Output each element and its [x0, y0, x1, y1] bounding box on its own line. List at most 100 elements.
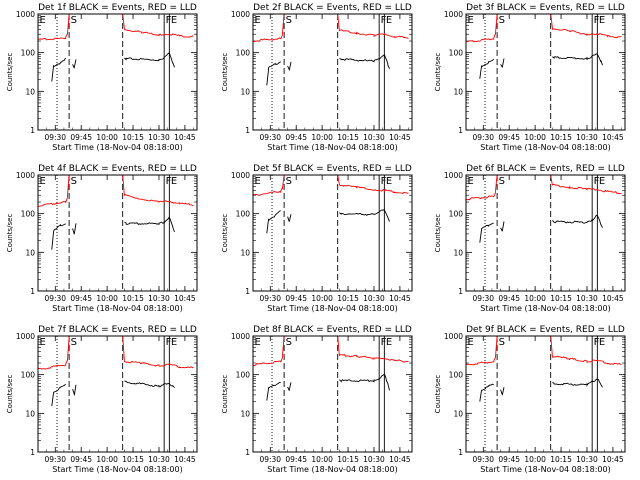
series-line-lld [122, 14, 194, 38]
axes-frame [465, 335, 626, 453]
series-line-events [124, 216, 175, 233]
series-line-events [552, 377, 603, 388]
x-axis-label: Start Time (18-Nov-04 08:18:00) [52, 465, 182, 474]
panel-det-3: Det 3f BLACK = Events, RED = LLD Counts/s… [434, 3, 626, 152]
series-events [266, 373, 390, 401]
axes-frame [465, 174, 626, 292]
x-tick-label: 09:45 [70, 294, 92, 303]
x-tick-label: 10:00 [524, 133, 546, 142]
x-tick-label: 10:00 [96, 294, 118, 303]
series-line-events [552, 53, 603, 66]
series-line-lld [122, 175, 194, 207]
x-tick-label: 10:30 [148, 455, 170, 464]
series-line-lld [253, 175, 285, 196]
x-tick-label: 09:45 [285, 455, 307, 464]
series-line-lld [122, 336, 194, 369]
series-events [479, 53, 603, 79]
series-lld [466, 14, 622, 43]
series-line-events [266, 210, 281, 234]
series-line-lld [38, 175, 70, 207]
y-tick-label: 100 [21, 49, 36, 58]
y-tick-label: 100 [21, 210, 36, 219]
x-tick-label: 10:15 [122, 133, 144, 142]
x-tick-label: 09:30 [44, 133, 66, 142]
marker-label: F [594, 15, 600, 26]
axes-frame [37, 335, 198, 453]
series-events [51, 380, 175, 407]
x-axis-label: Start Time (18-Nov-04 08:18:00) [267, 304, 397, 313]
x-axis-label: Start Time (18-Nov-04 08:18:00) [480, 465, 610, 474]
marker-label: F [166, 15, 172, 26]
panel-title: Det 9f BLACK = Events, RED = LLD [466, 325, 625, 335]
y-tick-label: 100 [236, 371, 251, 380]
marker-label: S [499, 15, 505, 26]
axes-frame [37, 174, 198, 292]
panel-title: Det 1f BLACK = Events, RED = LLD [38, 3, 197, 13]
y-tick-label: 100 [449, 49, 464, 58]
marker-label: E [255, 176, 261, 187]
y-axis-label: Counts/sec [434, 375, 442, 414]
series-line-events [287, 61, 292, 71]
marker-label: S [286, 15, 292, 26]
series-line-events [339, 208, 390, 222]
panel-title: Det 2f BLACK = Events, RED = LLD [253, 3, 412, 13]
series-line-events [51, 57, 67, 82]
marker-label: E [171, 176, 177, 187]
x-tick-label: 10:00 [311, 133, 333, 142]
y-tick-label: 1000 [16, 171, 35, 180]
marker-label: S [71, 15, 77, 26]
series-line-lld [337, 336, 409, 363]
y-tick-label: 1000 [231, 10, 250, 19]
x-axis-label: Start Time (18-Nov-04 08:18:00) [52, 304, 182, 313]
x-tick-label: 10:30 [148, 294, 170, 303]
y-tick-label: 10 [453, 87, 463, 96]
marker-label: E [386, 176, 392, 187]
marker-label: F [166, 176, 172, 187]
series-line-events [479, 383, 494, 402]
panel-det-2: Det 2f BLACK = Events, RED = LLD Counts/s… [221, 3, 413, 152]
x-tick-label: 09:45 [498, 294, 520, 303]
x-tick-label: 10:30 [148, 133, 170, 142]
series-line-events [72, 384, 77, 396]
series-line-lld [466, 175, 498, 201]
series-line-events [72, 223, 77, 235]
y-axis-label: Counts/sec [221, 53, 229, 92]
series-line-events [479, 58, 495, 79]
marker-label: F [381, 176, 387, 187]
series-line-events [124, 51, 175, 68]
axes-frame [37, 13, 198, 131]
series-line-events [266, 381, 281, 401]
panel-det-6: Det 6f BLACK = Events, RED = LLD Counts/s… [434, 164, 626, 313]
series-line-events [479, 222, 494, 243]
marker-label: E [599, 15, 605, 26]
x-tick-label: 10:15 [337, 133, 359, 142]
x-tick-label: 10:15 [122, 455, 144, 464]
x-axis-label: Start Time (18-Nov-04 08:18:00) [480, 304, 610, 313]
x-tick-label: 10:30 [576, 455, 598, 464]
panel-title: Det 3f BLACK = Events, RED = LLD [466, 3, 625, 13]
y-tick-label: 1 [30, 287, 35, 296]
panel-det-8: Det 8f BLACK = Events, RED = LLD Counts/s… [221, 325, 413, 474]
series-line-events [339, 54, 390, 69]
series-line-lld [253, 14, 285, 43]
series-line-lld [38, 336, 70, 370]
x-tick-label: 10:15 [337, 294, 359, 303]
panel-title: Det 8f BLACK = Events, RED = LLD [253, 325, 412, 335]
series-lld [253, 175, 409, 196]
x-tick-label: 09:30 [44, 294, 66, 303]
x-tick-label: 09:30 [259, 455, 281, 464]
y-tick-label: 10 [25, 409, 35, 418]
marker-label: E [599, 176, 605, 187]
y-tick-label: 1000 [16, 332, 35, 341]
marker-label: F [166, 337, 172, 348]
series-line-lld [337, 175, 409, 195]
series-line-lld [550, 175, 622, 195]
series-line-events [500, 387, 505, 396]
panel-title: Det 5f BLACK = Events, RED = LLD [253, 164, 412, 174]
series-line-events [124, 380, 175, 389]
y-tick-label: 1 [458, 287, 463, 296]
series-lld [253, 14, 409, 43]
series-line-events [287, 214, 292, 222]
x-axis-label: Start Time (18-Nov-04 08:18:00) [267, 143, 397, 152]
